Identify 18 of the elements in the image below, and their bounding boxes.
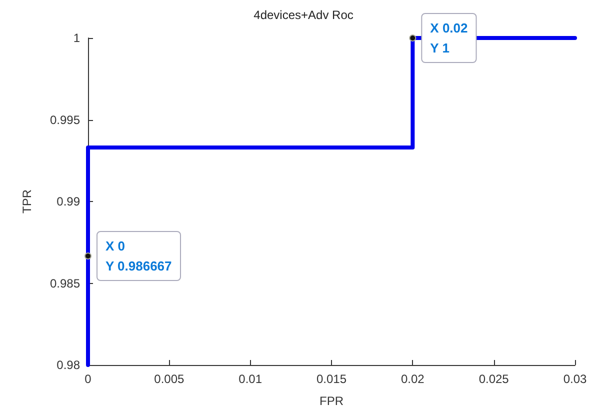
x-tick-label: 0.025 <box>478 372 510 386</box>
annotation: X 0.02 Y 1 <box>430 20 468 56</box>
y-tick-label: 0.98 <box>56 358 80 372</box>
chart-title: 4devices+Adv Roc <box>254 8 354 22</box>
y-tick-label: 0.995 <box>50 112 80 127</box>
annotation: X 0 Y 0.986667 <box>106 238 172 274</box>
x-tick-label: 0 <box>84 372 92 386</box>
x-tick-label: 0.015 <box>316 372 347 386</box>
y-tick-label: 1 <box>73 31 80 45</box>
y-tick-label: 0.99 <box>56 194 80 208</box>
y-axis-title: TPR <box>20 189 34 214</box>
x-tick-label: 0.02 <box>400 372 425 386</box>
line-series <box>84 34 577 367</box>
x-tick-label: 0.005 <box>154 372 185 386</box>
x-tick-label: 0.03 <box>563 372 587 386</box>
y-tick-label: 0.985 <box>50 276 80 290</box>
x-axis-title: FPR <box>320 394 344 408</box>
x-tick-label: 0.01 <box>238 372 262 386</box>
